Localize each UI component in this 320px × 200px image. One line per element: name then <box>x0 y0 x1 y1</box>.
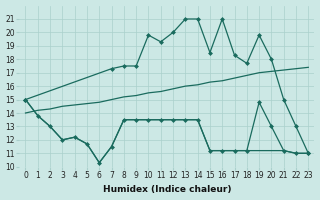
X-axis label: Humidex (Indice chaleur): Humidex (Indice chaleur) <box>103 185 231 194</box>
